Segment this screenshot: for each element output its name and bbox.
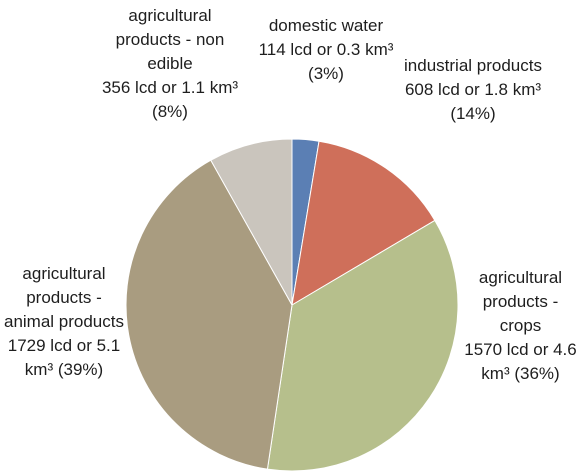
category-label: industrial products <box>398 54 548 78</box>
category-label: agricultural products - non edible <box>100 4 240 76</box>
value-label: 608 lcd or 1.8 km³ (14%) <box>398 78 548 126</box>
category-label: agricultural products - crops <box>462 266 579 338</box>
category-label: domestic water <box>258 14 394 38</box>
value-label: 1729 lcd or 5.1 km³ (39%) <box>0 334 128 382</box>
chart: domestic water114 lcd or 0.3 km³ (3%)ind… <box>0 0 579 474</box>
value-label: 356 lcd or 1.1 km³ (8%) <box>100 76 240 124</box>
category-label: agricultural products - animal products <box>0 262 128 334</box>
value-label: 1570 lcd or 4.6 km³ (36%) <box>462 338 579 386</box>
value-label: 114 lcd or 0.3 km³ (3%) <box>258 38 394 86</box>
